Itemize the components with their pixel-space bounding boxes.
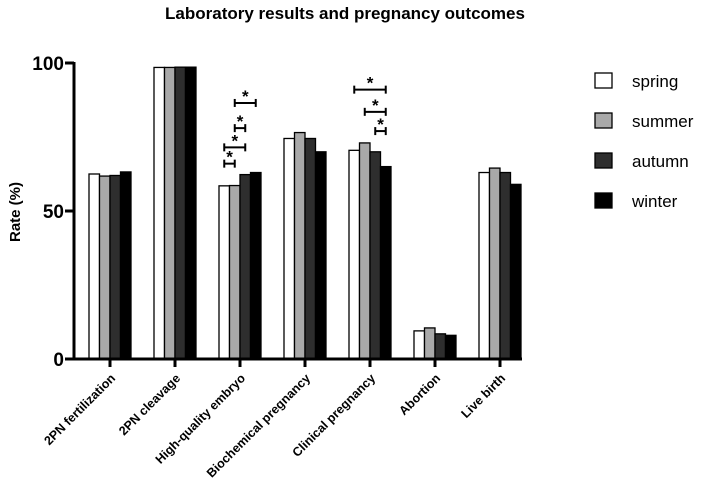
bar-summer-0	[98, 175, 111, 360]
y-axis-label: Rate (%)	[7, 182, 24, 242]
significance-label: *	[242, 87, 249, 106]
bar-spring-4	[348, 149, 361, 360]
significance-label: *	[226, 148, 233, 167]
bar-autumn-1	[174, 66, 187, 360]
bar-autumn-6	[499, 171, 512, 360]
significance-label: *	[372, 96, 379, 115]
significance-bracket-6: *	[353, 74, 387, 94]
bar-autumn-0	[109, 174, 122, 360]
bar-autumn-5	[434, 333, 447, 360]
legend-label-summer: summer	[632, 112, 694, 131]
bar-summer-4	[358, 142, 371, 360]
bar-winter-2	[249, 171, 262, 360]
bar-summer-1	[163, 66, 176, 360]
significance-label: *	[377, 115, 384, 134]
legend-swatch-spring	[594, 72, 613, 89]
y-tick-label-100: 100	[32, 54, 64, 75]
significance-bracket-0: *	[223, 148, 236, 168]
x-tick-label-5: Abortion	[396, 371, 443, 418]
significance-bracket-5: *	[363, 96, 387, 116]
y-tick-label-0: 0	[53, 350, 64, 371]
legend-label-spring: spring	[632, 72, 678, 91]
significance-label: *	[367, 74, 374, 93]
bar-autumn-3	[304, 137, 317, 360]
x-tick-label-6: Live birth	[458, 371, 508, 421]
x-tick-label-1: 2PN cleavage	[116, 371, 183, 438]
significance-bracket-3: *	[233, 87, 257, 107]
significance-bracket-1: *	[223, 131, 247, 152]
legend-swatch-winter	[594, 192, 613, 209]
bar-winter-3	[314, 151, 327, 360]
x-tick-label-3: Biochemical pregnancy	[204, 371, 313, 480]
bar-autumn-2	[239, 173, 252, 360]
significance-label: *	[231, 131, 238, 150]
significance-bracket-4: *	[374, 115, 387, 136]
legend-label-autumn: autumn	[632, 152, 689, 171]
bar-autumn-4	[369, 151, 382, 360]
legend-swatch-summer	[594, 112, 613, 129]
bar-spring-6	[478, 171, 491, 360]
bar-summer-6	[488, 167, 501, 360]
bar-winter-6	[509, 183, 522, 360]
bar-winter-0	[119, 171, 132, 360]
legend-swatch-autumn	[594, 152, 613, 169]
legend-label-winter: winter	[631, 192, 678, 211]
bar-summer-2	[228, 184, 241, 360]
bar-summer-5	[423, 327, 436, 360]
bar-winter-1	[184, 66, 197, 360]
bar-spring-5	[413, 330, 426, 360]
bar-winter-5	[444, 334, 457, 360]
chart-title: Laboratory results and pregnancy outcome…	[165, 4, 525, 23]
bar-spring-1	[153, 66, 166, 360]
significance-bracket-2: *	[233, 112, 247, 133]
bar-spring-0	[88, 173, 101, 360]
bar-winter-4	[379, 165, 392, 360]
bar-spring-3	[283, 137, 296, 360]
x-tick-label-0: 2PN fertilization	[41, 371, 118, 448]
y-tick-label-50: 50	[43, 202, 64, 223]
bar-summer-3	[293, 131, 306, 360]
legend: spring summer autumn winter	[594, 72, 694, 211]
bar-spring-2	[218, 185, 231, 360]
significance-label: *	[237, 112, 244, 131]
